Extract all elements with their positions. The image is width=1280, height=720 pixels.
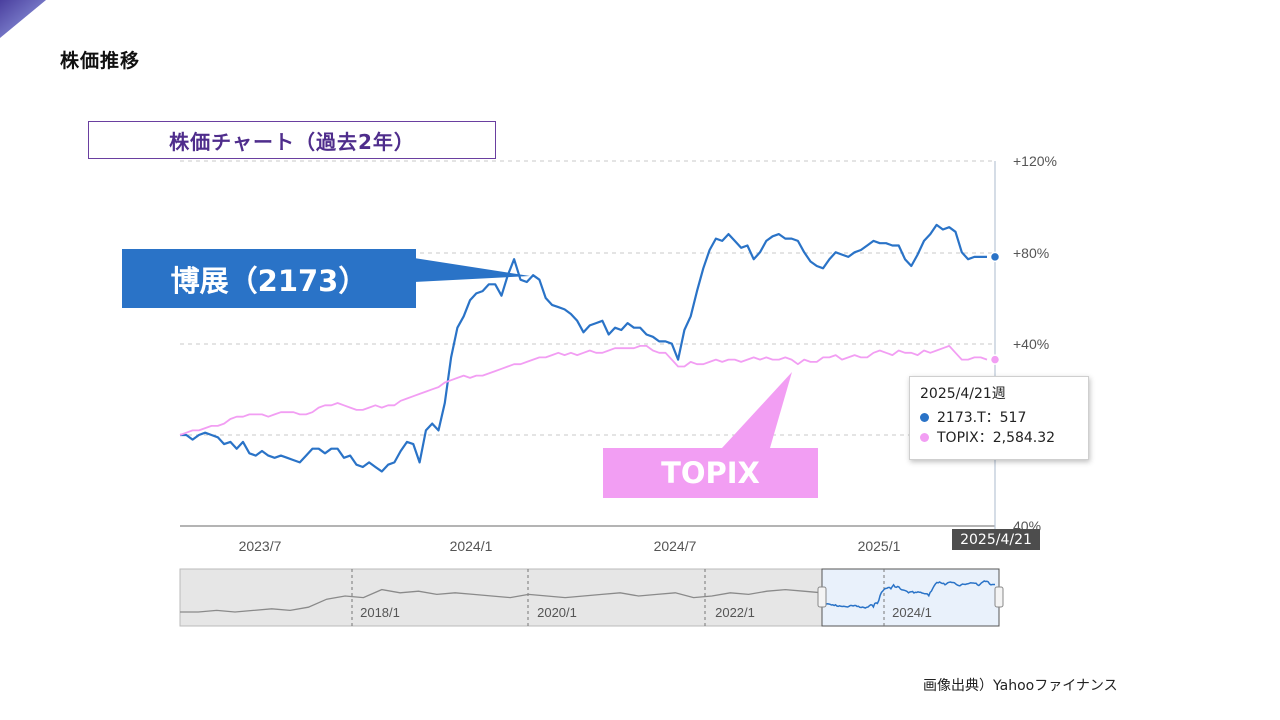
topix-series-line	[179, 344, 988, 436]
page-title: 株価推移	[60, 50, 141, 72]
series-lines	[179, 223, 1001, 473]
callout-pointers	[414, 258, 792, 448]
y-tick-label: +40%	[1013, 336, 1049, 352]
navigator-label: 2018/1	[360, 605, 400, 620]
navigator-label: 2020/1	[537, 605, 577, 620]
stock-legend-dot	[920, 412, 929, 422]
grid-lines	[180, 160, 996, 548]
tooltip-row-topix: TOPIX：2,584.32	[920, 427, 1078, 447]
y-tick-label: +80%	[1013, 245, 1049, 261]
navigator-current-line	[822, 580, 995, 609]
navigator-right-handle[interactable]	[994, 586, 1004, 608]
chart-title: 株価チャート（過去2年）	[88, 121, 496, 159]
corner-decoration	[0, 0, 46, 38]
crosshair-date-badge: 2025/4/21	[952, 529, 1040, 550]
y-axis-ticks: +120%+80%+40%40%	[1013, 153, 1057, 534]
tooltip-date: 2025/4/21週	[920, 386, 1006, 402]
x-tick-label: 2023/7	[239, 538, 282, 554]
y-tick-label: +120%	[1013, 153, 1057, 169]
topix-legend-dot	[920, 432, 929, 442]
navigator-history-line	[180, 588, 823, 613]
tooltip-topix-value: TOPIX：2,584.32	[937, 430, 1056, 446]
range-navigator[interactable]: 2018/1 2020/1 2022/1 2024/1	[179, 568, 1004, 627]
navigator-label: 2024/1	[892, 605, 932, 620]
tooltip-stock-value: 2173.T：517	[937, 410, 1027, 426]
hakuten-callout-label: 博展（2173）	[122, 249, 416, 308]
topix-last-point	[989, 354, 1001, 365]
hakuten-callout-pointer	[414, 258, 530, 282]
stock-last-point	[989, 251, 1001, 263]
tooltip-row-stock: 2173.T：517	[920, 407, 1078, 427]
topix-callout-pointer	[722, 372, 792, 448]
navigator-label: 2022/1	[715, 605, 755, 620]
x-tick-label: 2024/1	[450, 538, 493, 554]
stock-series-line	[180, 223, 987, 473]
image-source: 画像出典）Yahooファイナンス	[923, 678, 1118, 694]
navigator-left-handle[interactable]	[817, 586, 827, 608]
x-axis-ticks: 2023/7 2024/1 2024/7 2025/1	[239, 538, 901, 554]
topix-callout-label: TOPIX	[603, 448, 818, 498]
x-tick-label: 2025/1	[858, 538, 901, 554]
x-tick-label: 2024/7	[654, 538, 697, 554]
data-tooltip: 2025/4/21週 2173.T：517 TOPIX：2,584.32	[909, 376, 1089, 460]
navigator-selection	[821, 568, 1000, 627]
